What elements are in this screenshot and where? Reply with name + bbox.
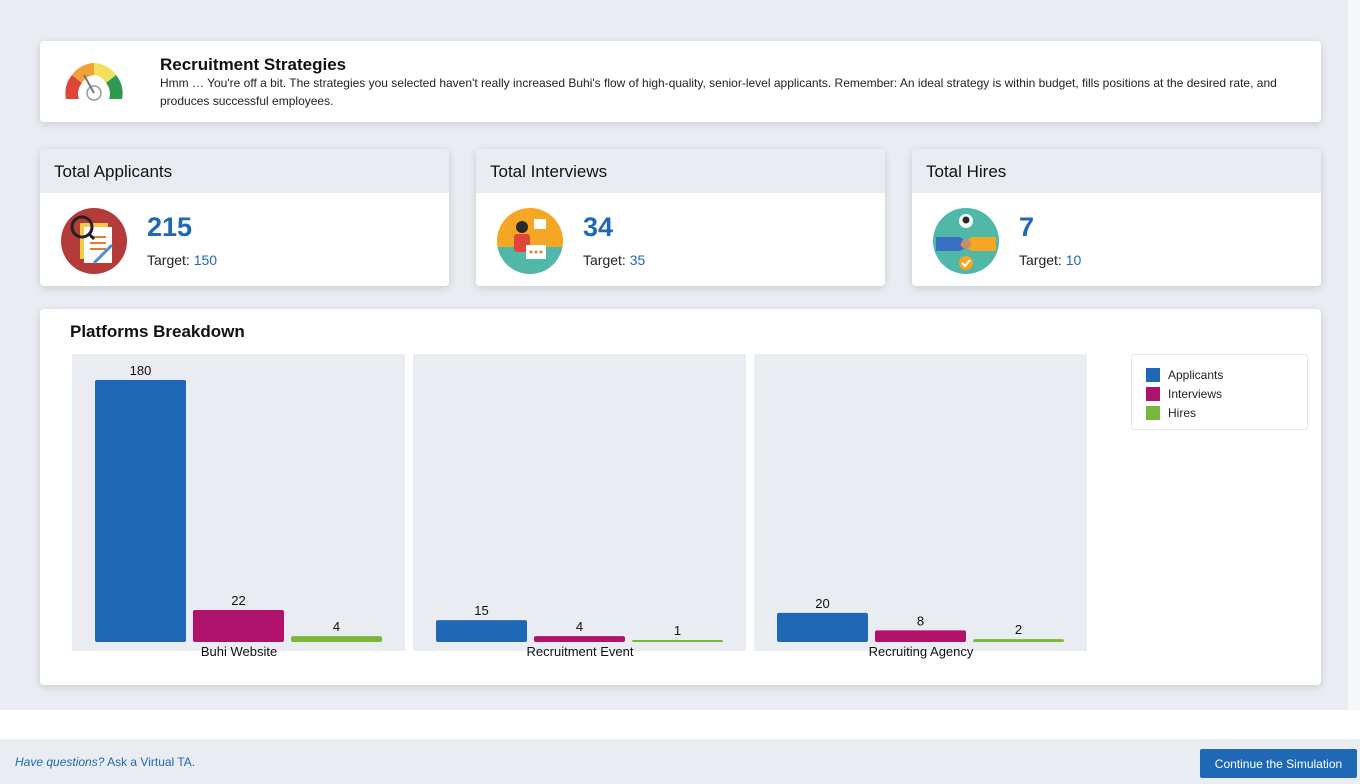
stat-card-applicants: Total Applicants 215 Target: 150 [40,149,449,286]
stat-label: Total Interviews [476,149,885,193]
data-label: 4 [576,619,583,634]
legend-item: Interviews [1146,384,1293,403]
virtual-ta-link[interactable]: Have questions? Ask a Virtual TA. [15,755,196,769]
legend-item: Applicants [1146,365,1293,384]
applicant-resume-icon [61,208,127,274]
legend-swatch [1146,405,1160,420]
stat-target: Target: 150 [147,252,218,268]
page-edge [1348,0,1360,710]
stat-target: Target: 35 [583,252,646,268]
stat-target: Target: 10 [1019,252,1082,268]
bar-interviews [193,609,284,642]
continue-simulation-button[interactable]: Continue the Simulation [1200,749,1357,778]
platforms-breakdown-panel: 180 22 4 Buhi Website 15 4 1 Recruitment Event 2… [40,309,1321,685]
legend-swatch [1146,386,1160,401]
chart-legend: Applicants Interviews Hires [1131,354,1308,430]
feedback-title: Recruitment Strategies [160,55,347,74]
data-label: 2 [1015,622,1022,637]
data-label: 20 [815,596,829,611]
stat-label: Total Applicants [40,149,449,193]
handshake-hire-icon [933,208,999,274]
bar-hires [973,639,1064,642]
data-label: 1 [674,623,681,638]
bar-applicants [436,620,527,642]
category-label: Recruiting Agency [869,644,974,659]
breakdown-title: Platforms Breakdown [70,322,245,341]
platforms-bar-chart: 180 22 4 Buhi Website 15 4 1 Recruitment Event 2… [72,354,1087,659]
data-label: 4 [333,619,340,634]
bar-hires [291,636,382,642]
stat-card-hires: Total Hires 7 Target: 10 [912,149,1321,286]
stat-value: 7 [1019,212,1035,242]
feedback-message: Hmm … You're off a bit. The strategies y… [160,76,1277,108]
category-label: Buhi Website [201,644,277,659]
stat-label: Total Hires [912,149,1321,193]
bar-applicants [777,612,868,642]
footer-bar: Have questions? Ask a Virtual TA. Contin… [0,739,1360,784]
gauge-meter-icon [65,63,123,101]
bar-applicants [95,380,186,642]
data-label: 22 [231,593,245,608]
data-label: 8 [917,613,924,628]
data-label: 180 [130,363,152,378]
data-label: 15 [474,603,488,618]
bar-hires [632,640,723,642]
bar-interviews [875,630,966,642]
stat-card-interviews: Total Interviews 34 Target: 35 [476,149,885,286]
category-label: Recruitment Event [527,644,634,659]
stat-value: 215 [147,212,193,242]
interview-icon [497,208,563,274]
feedback-banner: Recruitment Strategies Hmm … You're off … [40,41,1321,122]
footer-divider [0,710,1360,739]
category-panel [754,354,1087,651]
bar-interviews [534,636,625,642]
stat-value: 34 [583,212,614,242]
category-panel [413,354,746,651]
legend-swatch [1146,367,1160,382]
legend-item: Hires [1146,403,1293,422]
